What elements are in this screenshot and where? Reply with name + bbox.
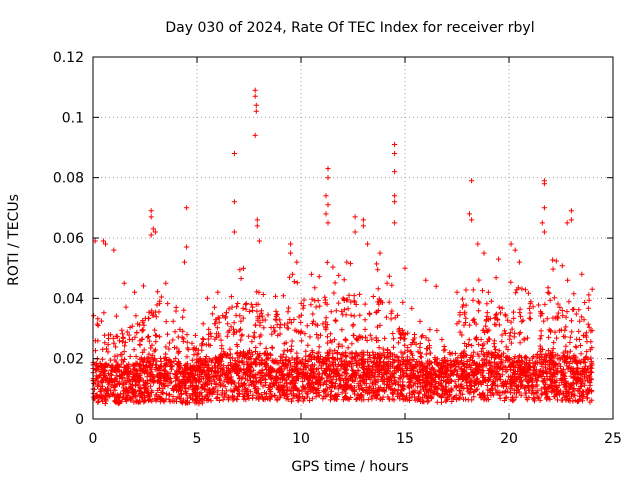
- y-tick-label: 0: [75, 412, 84, 428]
- y-tick-label: 0.12: [53, 50, 84, 66]
- x-axis-label: GPS time / hours: [291, 459, 408, 475]
- y-tick-label: 0.1: [62, 110, 84, 126]
- grid-lines: [93, 57, 613, 419]
- y-tick-label: 0.04: [53, 291, 84, 307]
- x-tick-label: 15: [396, 431, 414, 447]
- axis-ticks: 0 5 10 15 20 25 0 0.02 0.04 0.06 0.08 0.1 0.12: [53, 50, 622, 447]
- x-tick-label: 20: [500, 431, 518, 447]
- x-tick-label: 5: [193, 431, 202, 447]
- y-tick-label: 0.08: [53, 171, 84, 187]
- y-tick-label: 0.06: [53, 231, 84, 247]
- x-tick-label: 25: [604, 431, 622, 447]
- y-axis-label: ROTI / TECUs: [6, 194, 22, 286]
- data-points: [90, 87, 595, 407]
- y-tick-label: 0.02: [53, 352, 84, 368]
- roti-point-markers: [90, 87, 595, 407]
- x-tick-label: 10: [292, 431, 310, 447]
- x-tick-label: 0: [89, 431, 98, 447]
- chart-title: Day 030 of 2024, Rate Of TEC Index for r…: [165, 20, 534, 36]
